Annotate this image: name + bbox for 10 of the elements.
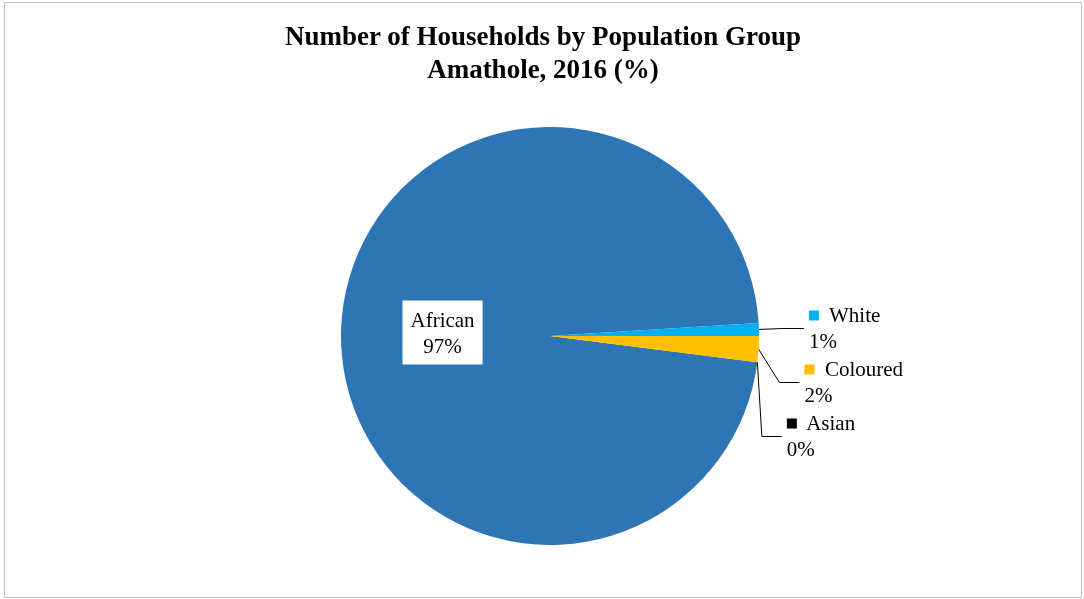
legend-label: White: [818, 303, 881, 328]
chart-title: Number of Households by Population Group: [285, 20, 801, 51]
chart-subtitle: Amathole, 2016 (%): [427, 53, 659, 84]
data-label: 97%: [423, 333, 462, 358]
text: 0%: [786, 437, 815, 462]
data-label: 2%: [804, 383, 833, 408]
data-label: 1%: [808, 329, 837, 354]
slice-label: African: [410, 307, 476, 332]
legend-label: Asian: [796, 411, 856, 436]
legend-label: Coloured: [814, 357, 904, 382]
